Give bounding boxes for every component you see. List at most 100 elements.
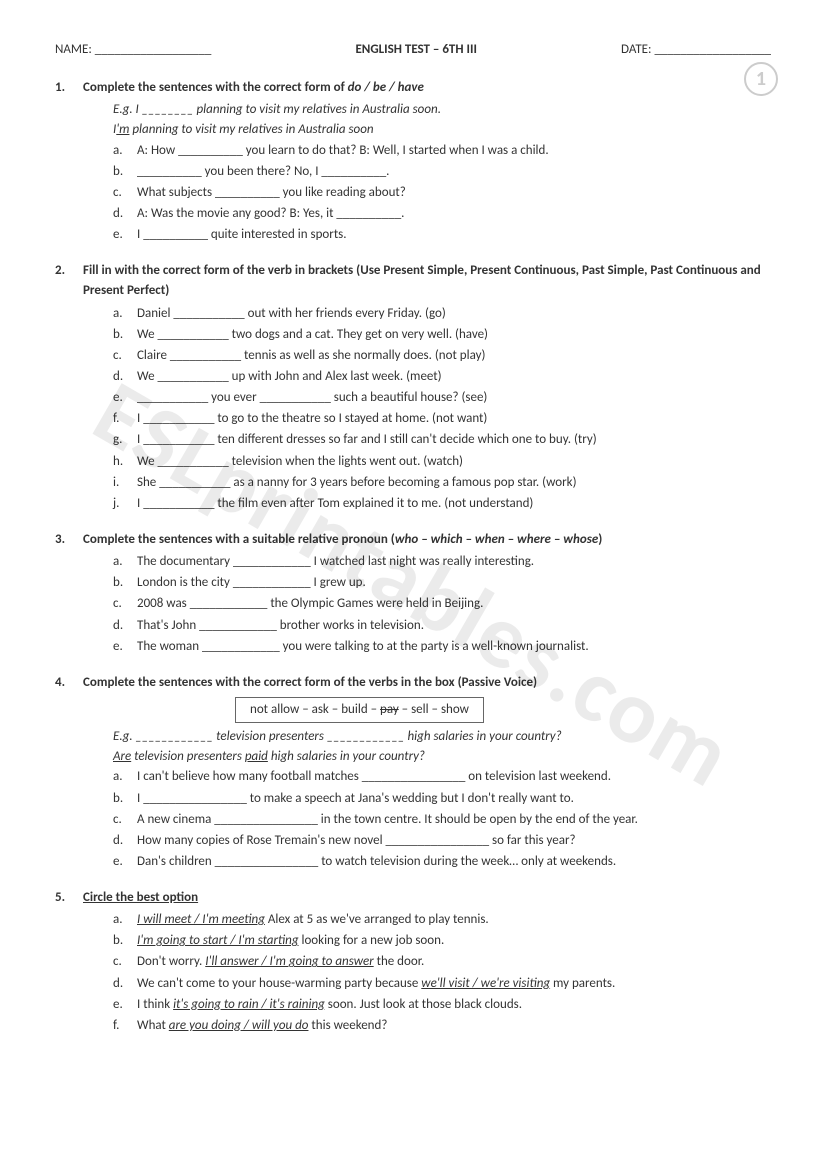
list-item: d.We can't come to your house-warming pa…	[113, 974, 771, 994]
list-item: i.She ___________ as a nanny for 3 years…	[113, 473, 771, 493]
q5-items: a.I will meet / I'm meeting Alex at 5 as…	[55, 910, 771, 1036]
q1-example: E.g. I ________ planning to visit my rel…	[55, 100, 771, 120]
item-letter: d.	[113, 831, 137, 851]
item-text: We can't come to your house-warming part…	[137, 974, 615, 994]
item-letter: b.	[113, 573, 137, 593]
item-letter: d.	[113, 616, 137, 636]
item-text: She ___________ as a nanny for 3 years b…	[137, 473, 577, 493]
item-text: Dan's children ________________ to watch…	[137, 852, 616, 872]
item-letter: f.	[113, 409, 137, 429]
item-text: A: How __________ you learn to do that? …	[137, 141, 549, 161]
list-item: d.That's John ____________ brother works…	[113, 616, 771, 636]
item-letter: d.	[113, 974, 137, 994]
test-title: ENGLISH TEST – 6TH III	[355, 40, 476, 60]
list-item: e.I think it's going to rain / it's rain…	[113, 995, 771, 1015]
item-text: I'm going to start / I'm starting lookin…	[137, 931, 444, 951]
list-item: c.2008 was ____________ the Olympic Game…	[113, 594, 771, 614]
question-3: 3. Complete the sentences with a suitabl…	[55, 530, 771, 657]
item-text: The documentary ____________ I watched l…	[137, 552, 534, 572]
item-text: We ___________ television when the light…	[137, 452, 463, 472]
item-text: I ___________ to go to the theatre so I …	[137, 409, 487, 429]
q1-example-answer: I'm planning to visit my relatives in Au…	[55, 120, 771, 140]
q4-verb-box: not allow – ask – build – pay – sell – s…	[235, 697, 484, 723]
item-letter: b.	[113, 325, 137, 345]
item-letter: c.	[113, 594, 137, 614]
list-item: f.What are you doing / will you do this …	[113, 1016, 771, 1036]
list-item: e.Dan's children ________________ to wat…	[113, 852, 771, 872]
item-text: ___________ you ever ___________ such a …	[137, 388, 487, 408]
item-text: The woman ____________ you were talking …	[137, 637, 589, 657]
q5-number: 5.	[55, 888, 83, 908]
q1-title: Complete the sentences with the correct …	[83, 78, 424, 98]
item-letter: a.	[113, 767, 137, 787]
list-item: a.The documentary ____________ I watched…	[113, 552, 771, 572]
list-item: b.I ________________ to make a speech at…	[113, 789, 771, 809]
item-text: I will meet / I'm meeting Alex at 5 as w…	[137, 910, 489, 930]
item-text: 2008 was ____________ the Olympic Games …	[137, 594, 483, 614]
item-letter: e.	[113, 852, 137, 872]
item-text: We ___________ two dogs and a cat. They …	[137, 325, 488, 345]
item-letter: a.	[113, 141, 137, 161]
question-5: 5. Circle the best option a.I will meet …	[55, 888, 771, 1036]
list-item: b.London is the city ____________ I grew…	[113, 573, 771, 593]
q3-title: Complete the sentences with a suitable r…	[83, 530, 602, 550]
q4-number: 4.	[55, 673, 83, 693]
item-letter: c.	[113, 952, 137, 972]
list-item: a.A: How __________ you learn to do that…	[113, 141, 771, 161]
item-letter: b.	[113, 789, 137, 809]
q3-number: 3.	[55, 530, 83, 550]
q4-example: E.g. ____________ television presenters …	[55, 727, 771, 747]
q4-verb-box-row: not allow – ask – build – pay – sell – s…	[55, 695, 771, 727]
item-letter: c.	[113, 346, 137, 366]
item-text: How many copies of Rose Tremain's new no…	[137, 831, 576, 851]
q5-title: Circle the best option	[83, 888, 198, 908]
name-label: NAME: __________________	[55, 40, 211, 60]
list-item: a.I will meet / I'm meeting Alex at 5 as…	[113, 910, 771, 930]
list-item: a.Daniel ___________ out with her friend…	[113, 304, 771, 324]
list-item: c.A new cinema ________________ in the t…	[113, 810, 771, 830]
question-1: 1. Complete the sentences with the corre…	[55, 78, 771, 245]
list-item: b.I'm going to start / I'm starting look…	[113, 931, 771, 951]
q3-items: a.The documentary ____________ I watched…	[55, 552, 771, 657]
item-text: What are you doing / will you do this we…	[137, 1016, 387, 1036]
item-letter: i.	[113, 473, 137, 493]
item-text: __________ you been there? No, I _______…	[137, 162, 389, 182]
item-letter: f.	[113, 1016, 137, 1036]
q2-items: a.Daniel ___________ out with her friend…	[55, 304, 771, 514]
list-item: a.I can't believe how many football matc…	[113, 767, 771, 787]
list-item: d.A: Was the movie any good? B: Yes, it …	[113, 204, 771, 224]
item-text: Daniel ___________ out with her friends …	[137, 304, 446, 324]
item-text: I think it's going to rain / it's rainin…	[137, 995, 522, 1015]
item-text: A new cinema ________________ in the tow…	[137, 810, 638, 830]
list-item: c.Claire ___________ tennis as well as s…	[113, 346, 771, 366]
list-item: d.We ___________ up with John and Alex l…	[113, 367, 771, 387]
item-letter: d.	[113, 204, 137, 224]
item-letter: c.	[113, 810, 137, 830]
item-text: I ___________ ten different dresses so f…	[137, 430, 597, 450]
item-letter: e.	[113, 225, 137, 245]
item-letter: g.	[113, 430, 137, 450]
item-text: Don't worry. I'll answer / I'm going to …	[137, 952, 424, 972]
item-text: What subjects __________ you like readin…	[137, 183, 406, 203]
question-4: 4. Complete the sentences with the corre…	[55, 673, 771, 872]
page-number-badge: 1	[744, 62, 778, 96]
item-text: I __________ quite interested in sports.	[137, 225, 347, 245]
header-row: NAME: __________________ ENGLISH TEST – …	[55, 40, 771, 60]
item-letter: e.	[113, 995, 137, 1015]
q4-items: a.I can't believe how many football matc…	[55, 767, 771, 872]
q1-items: a.A: How __________ you learn to do that…	[55, 141, 771, 246]
item-letter: b.	[113, 162, 137, 182]
list-item: h.We ___________ television when the lig…	[113, 452, 771, 472]
item-letter: b.	[113, 931, 137, 951]
question-2: 2. Fill in with the correct form of the …	[55, 261, 771, 514]
item-letter: a.	[113, 552, 137, 572]
list-item: b.__________ you been there? No, I _____…	[113, 162, 771, 182]
item-text: That's John ____________ brother works i…	[137, 616, 424, 636]
q2-number: 2.	[55, 261, 83, 301]
item-text: We ___________ up with John and Alex las…	[137, 367, 442, 387]
list-item: e.The woman ____________ you were talkin…	[113, 637, 771, 657]
item-letter: a.	[113, 304, 137, 324]
list-item: d.How many copies of Rose Tremain's new …	[113, 831, 771, 851]
list-item: c.What subjects __________ you like read…	[113, 183, 771, 203]
list-item: j.I ___________ the film even after Tom …	[113, 494, 771, 514]
